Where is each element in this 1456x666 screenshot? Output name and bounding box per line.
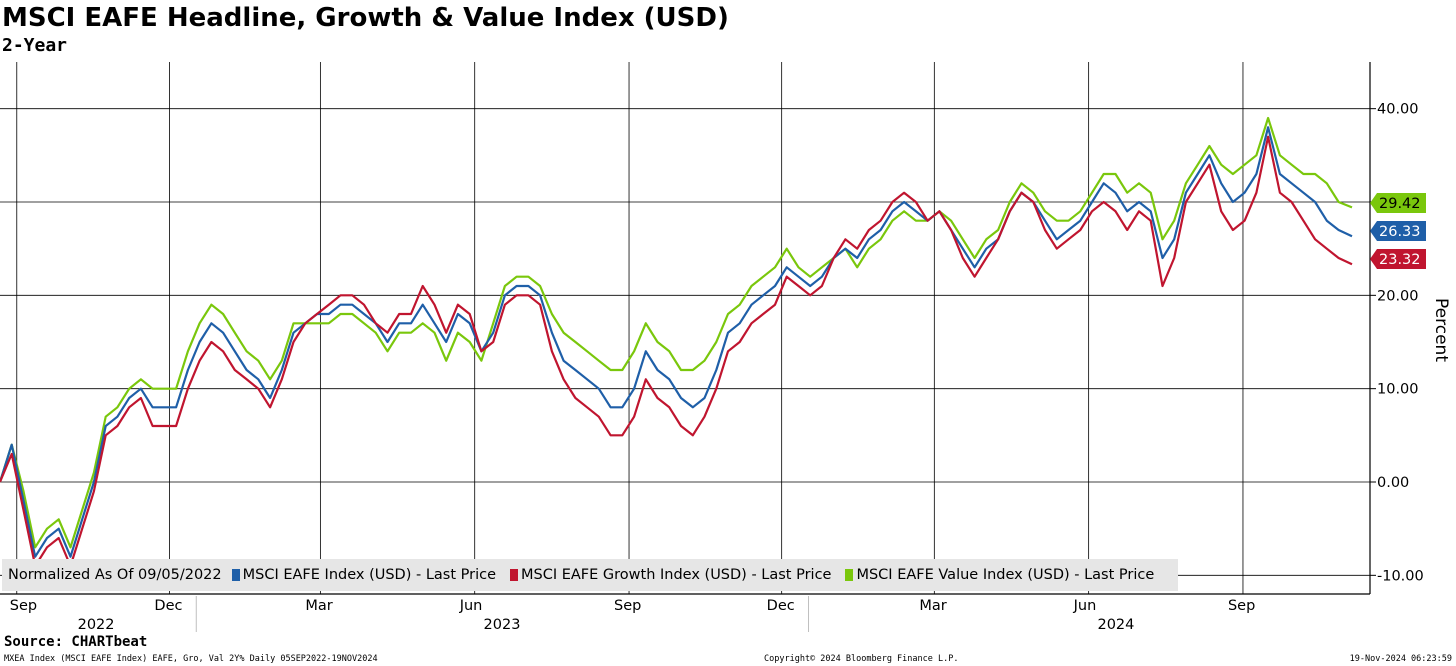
- x-tick-label: Dec: [767, 598, 795, 614]
- y-tick-label: 0.00: [1377, 475, 1409, 491]
- legend-label-value: MSCI EAFE Value Index (USD) - Last Price: [856, 567, 1155, 583]
- last-value-tag-bg: [1370, 249, 1426, 269]
- legend-label-growth: MSCI EAFE Growth Index (USD) - Last Pric…: [521, 567, 832, 583]
- chart-subtitle: 2-Year: [2, 35, 68, 56]
- x-tick-label: Jun: [459, 598, 483, 614]
- x-tick-label: Dec: [154, 598, 182, 614]
- year-label: 2024: [1097, 617, 1134, 633]
- series-line-0: [0, 126, 1353, 558]
- y-tick-label: -10.00: [1377, 568, 1424, 584]
- last-value-tag-label: 23.32: [1379, 252, 1421, 268]
- last-value-tag-bg: [1370, 221, 1426, 241]
- legend-item-headline[interactable]: MSCI EAFE Index (USD) - Last Price: [231, 567, 496, 583]
- legend-item-value[interactable]: MSCI EAFE Value Index (USD) - Last Price: [845, 567, 1154, 583]
- last-value-tag: 29.42: [1370, 193, 1426, 213]
- grid-layer: [0, 62, 1370, 594]
- legend-swatch-growth: [510, 569, 518, 581]
- series-line-2: [0, 116, 1353, 549]
- y-tick-label: 10.00: [1377, 382, 1419, 398]
- x-tick-label: Sep: [614, 598, 641, 614]
- last-value-tag-bg: [1370, 193, 1426, 213]
- footer-ticker-info: MXEA Index (MSCI EAFE Index) EAFE, Gro, …: [4, 654, 378, 664]
- legend-label-headline: MSCI EAFE Index (USD) - Last Price: [242, 567, 496, 583]
- x-tick-label: Sep: [1228, 598, 1255, 614]
- x-tick-label: Mar: [919, 598, 946, 614]
- legend: Normalized As Of 09/05/2022 MSCI EAFE In…: [2, 559, 1178, 591]
- legend-swatch-value: [845, 569, 854, 581]
- footer-timestamp: 19-Nov-2024 06:23:59: [1349, 654, 1452, 664]
- x-tick-label: Sep: [10, 598, 37, 614]
- axis-layer: [0, 62, 1376, 632]
- label-layer: -10.000.0010.0020.0030.0040.00SepDecMarJ…: [10, 102, 1451, 633]
- x-tick-label: Mar: [305, 598, 332, 614]
- year-label: 2023: [484, 617, 521, 633]
- source-label: Source: CHARTbeat: [4, 634, 148, 650]
- y-tick-label: 20.00: [1377, 288, 1419, 304]
- series-layer: [0, 116, 1353, 568]
- y-tick-label: 40.00: [1377, 102, 1419, 118]
- x-tick-label: Jun: [1073, 598, 1097, 614]
- last-value-tag-label: 29.42: [1379, 196, 1421, 212]
- legend-swatch-headline: [231, 569, 240, 581]
- last-value-tag: 23.32: [1370, 249, 1426, 269]
- chart-title: MSCI EAFE Headline, Growth & Value Index…: [2, 3, 729, 33]
- legend-note: Normalized As Of 09/05/2022: [8, 567, 222, 583]
- footer-copyright: Copyright© 2024 Bloomberg Finance L.P.: [764, 654, 959, 664]
- last-value-tag-label: 26.33: [1379, 224, 1421, 240]
- y-axis-title: Percent: [1431, 298, 1451, 362]
- legend-item-growth[interactable]: MSCI EAFE Growth Index (USD) - Last Pric…: [510, 567, 831, 583]
- year-label: 2022: [78, 617, 115, 633]
- series-line-1: [0, 135, 1353, 568]
- last-value-tag: 26.33: [1370, 221, 1426, 241]
